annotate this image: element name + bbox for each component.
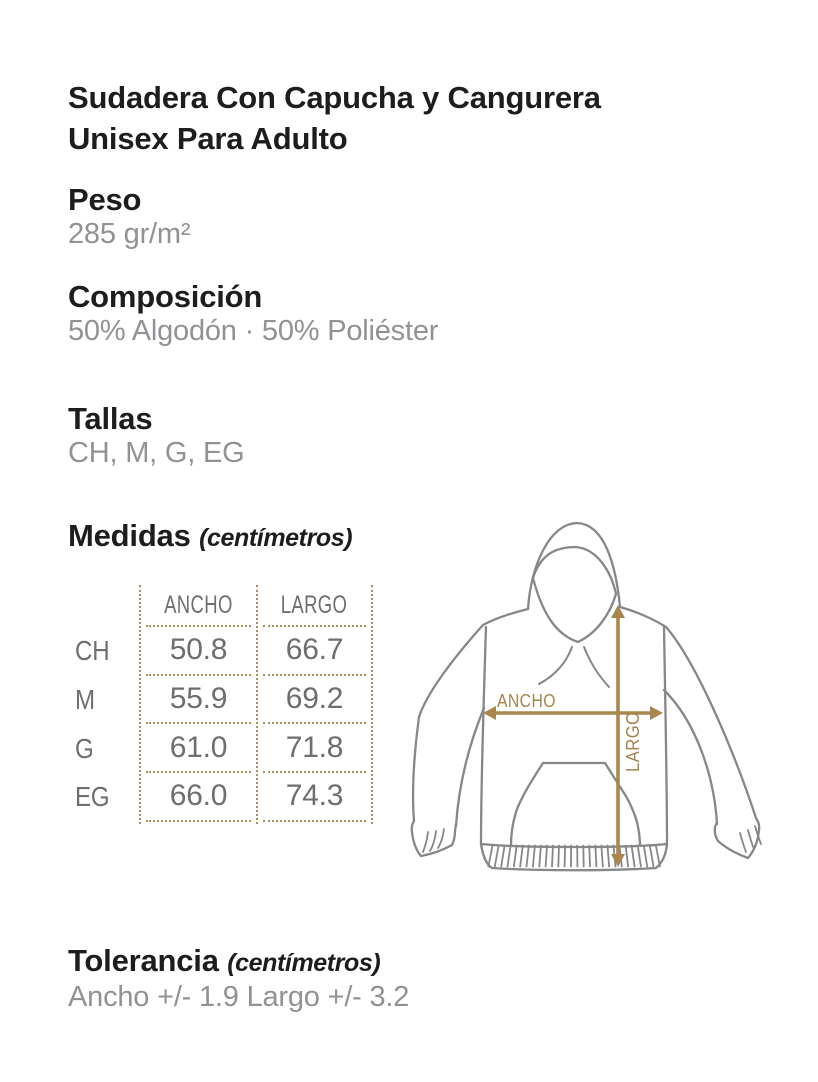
tolerancia-unit-note: (centímetros): [227, 949, 381, 977]
table-vline: [256, 585, 258, 824]
tolerancia-heading-text: Tolerancia: [68, 943, 219, 978]
largo-value: 74.3: [263, 773, 366, 822]
largo-value: 66.7: [263, 627, 366, 676]
peso-value: 285 gr/m²: [68, 218, 191, 250]
arrowhead-left: [483, 706, 496, 720]
largo-value: 71.8: [263, 724, 366, 774]
size-table-row: M 55.9 69.2: [75, 676, 374, 725]
header-spacer: [81, 585, 134, 627]
hood-inner-arc: [531, 545, 618, 596]
size-label: CH: [75, 635, 110, 667]
ancho-value: 50.8: [146, 627, 251, 676]
right-sleeve-inner-seam: [662, 688, 719, 826]
size-table-row: G 61.0 71.8: [75, 724, 374, 774]
drawstring-right: [583, 646, 610, 688]
tolerancia-heading: Tolerancia (centímetros): [68, 943, 381, 978]
composicion-heading: Composición: [68, 279, 263, 314]
left-body-seam: [479, 625, 488, 846]
size-table-header: ANCHO LARGO: [75, 585, 374, 627]
tallas-value: CH, M, G, EG: [68, 437, 245, 469]
arrowhead-top: [611, 605, 625, 618]
hood-face-opening: [531, 576, 618, 644]
tallas-heading: Tallas: [68, 401, 153, 436]
size-table-row: EG 66.0 74.3: [75, 773, 374, 822]
right-sleeve: [618, 605, 761, 860]
kangaroo-pocket: [509, 761, 642, 847]
product-title: Sudadera Con Capucha y Cangurera Unisex …: [68, 79, 601, 156]
right-cuff-ribbing: [739, 825, 762, 853]
header-ancho: ANCHO: [146, 585, 251, 627]
size-label: EG: [75, 781, 110, 813]
hood-outer: [526, 521, 622, 611]
peso-heading: Peso: [68, 182, 142, 217]
size-table-row: CH 50.8 66.7: [75, 627, 374, 676]
width-arrow-label: ANCHO: [497, 690, 556, 712]
hem-ribbing: [487, 844, 661, 868]
width-arrow: ANCHO: [483, 690, 663, 720]
arrowhead-bottom: [611, 854, 625, 867]
length-arrow: LARGO: [611, 605, 643, 867]
ancho-value: 66.0: [146, 773, 251, 822]
arrowhead-right: [650, 706, 663, 720]
size-table: ANCHO LARGO CH 50.8 66.7 M 55.9 69.2 G 61.0 71.8…: [75, 585, 374, 824]
medidas-unit-note: (centímetros): [199, 524, 353, 552]
right-body-seam: [662, 625, 669, 846]
ancho-value: 55.9: [146, 676, 251, 725]
table-vline: [371, 585, 373, 824]
left-cuff-ribbing: [422, 828, 445, 853]
size-label: G: [75, 732, 94, 764]
hoodie-diagram: ANCHO LARGO: [410, 521, 762, 872]
table-vline: [139, 585, 141, 824]
drawstring-left: [538, 646, 573, 685]
composicion-value: 50% Algodón · 50% Poliéster: [68, 315, 439, 347]
hoodie-drawing: [410, 521, 762, 872]
medidas-heading: Medidas (centímetros): [68, 518, 353, 553]
tolerancia-value: Ancho +/- 1.9 Largo +/- 3.2: [68, 981, 410, 1013]
length-arrow-label: LARGO: [622, 712, 643, 772]
left-sleeve: [410, 607, 530, 858]
ancho-value: 61.0: [146, 724, 251, 774]
size-label: M: [75, 684, 95, 716]
hem-outline: [479, 842, 669, 872]
left-sleeve-inner-seam: [454, 706, 486, 828]
size-table-body: CH 50.8 66.7 M 55.9 69.2 G 61.0 71.8 EG 66.0 74.3: [75, 627, 374, 822]
largo-value: 69.2: [263, 676, 366, 725]
medidas-heading-text: Medidas: [68, 518, 191, 553]
header-largo: LARGO: [263, 585, 366, 627]
